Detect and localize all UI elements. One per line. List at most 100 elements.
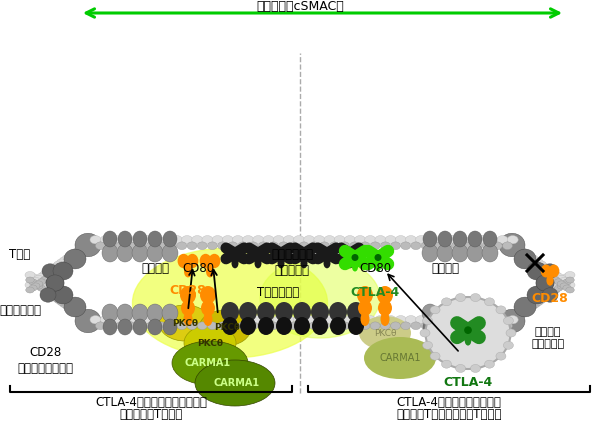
Ellipse shape xyxy=(248,322,258,330)
Ellipse shape xyxy=(53,262,73,280)
Ellipse shape xyxy=(46,291,54,297)
Ellipse shape xyxy=(472,322,482,330)
Ellipse shape xyxy=(511,248,520,254)
Ellipse shape xyxy=(539,290,549,297)
Ellipse shape xyxy=(103,231,117,247)
Ellipse shape xyxy=(31,283,40,289)
Ellipse shape xyxy=(560,281,569,287)
Ellipse shape xyxy=(48,288,58,295)
Ellipse shape xyxy=(65,300,75,307)
Ellipse shape xyxy=(45,267,55,274)
Ellipse shape xyxy=(90,236,101,244)
Ellipse shape xyxy=(329,242,340,249)
Ellipse shape xyxy=(508,312,518,319)
Ellipse shape xyxy=(519,249,529,256)
Ellipse shape xyxy=(187,254,199,268)
Text: PKCθ: PKCθ xyxy=(197,338,223,347)
Ellipse shape xyxy=(62,255,72,262)
Ellipse shape xyxy=(37,273,46,280)
Ellipse shape xyxy=(554,285,563,291)
Ellipse shape xyxy=(200,254,212,268)
Ellipse shape xyxy=(374,254,382,261)
Ellipse shape xyxy=(420,329,430,337)
Ellipse shape xyxy=(314,315,325,324)
Ellipse shape xyxy=(53,261,64,268)
Ellipse shape xyxy=(258,317,274,335)
Ellipse shape xyxy=(71,304,81,311)
Ellipse shape xyxy=(487,236,498,244)
Ellipse shape xyxy=(548,289,557,295)
Ellipse shape xyxy=(548,275,557,281)
Ellipse shape xyxy=(82,241,92,248)
Ellipse shape xyxy=(431,322,441,330)
Ellipse shape xyxy=(559,277,569,284)
Ellipse shape xyxy=(172,315,182,324)
Ellipse shape xyxy=(551,282,561,289)
Ellipse shape xyxy=(542,264,558,278)
Ellipse shape xyxy=(163,319,177,335)
Ellipse shape xyxy=(192,236,203,244)
Ellipse shape xyxy=(452,244,468,262)
Ellipse shape xyxy=(151,236,162,244)
Ellipse shape xyxy=(543,271,551,276)
Ellipse shape xyxy=(421,322,431,330)
Ellipse shape xyxy=(539,263,549,270)
Ellipse shape xyxy=(531,257,541,264)
Ellipse shape xyxy=(202,236,213,244)
Ellipse shape xyxy=(380,312,389,326)
Ellipse shape xyxy=(26,277,34,283)
Ellipse shape xyxy=(536,261,547,268)
Ellipse shape xyxy=(117,304,133,322)
Ellipse shape xyxy=(370,322,380,330)
Ellipse shape xyxy=(385,236,396,244)
Ellipse shape xyxy=(411,322,421,330)
Ellipse shape xyxy=(74,312,83,318)
Ellipse shape xyxy=(116,242,126,249)
Ellipse shape xyxy=(350,322,360,330)
Ellipse shape xyxy=(52,268,60,275)
Ellipse shape xyxy=(95,242,106,249)
Ellipse shape xyxy=(85,315,95,322)
Ellipse shape xyxy=(438,231,452,247)
Ellipse shape xyxy=(361,312,370,326)
Ellipse shape xyxy=(71,254,80,260)
Ellipse shape xyxy=(437,304,453,322)
Ellipse shape xyxy=(100,315,111,324)
Ellipse shape xyxy=(507,315,518,324)
Ellipse shape xyxy=(507,236,518,244)
Ellipse shape xyxy=(212,236,223,244)
Ellipse shape xyxy=(466,315,478,324)
Ellipse shape xyxy=(536,275,554,291)
Ellipse shape xyxy=(76,245,86,252)
Ellipse shape xyxy=(79,311,89,317)
Ellipse shape xyxy=(442,360,452,368)
Ellipse shape xyxy=(470,294,481,302)
Ellipse shape xyxy=(526,258,534,264)
Ellipse shape xyxy=(506,329,516,337)
Ellipse shape xyxy=(68,308,77,314)
Ellipse shape xyxy=(563,285,571,291)
Ellipse shape xyxy=(517,312,526,318)
Ellipse shape xyxy=(187,242,197,249)
Ellipse shape xyxy=(560,283,569,289)
Ellipse shape xyxy=(43,289,52,295)
Ellipse shape xyxy=(485,298,494,306)
Ellipse shape xyxy=(470,365,481,373)
Ellipse shape xyxy=(95,322,106,330)
Ellipse shape xyxy=(482,244,498,262)
Ellipse shape xyxy=(39,271,49,278)
Ellipse shape xyxy=(527,286,547,304)
Ellipse shape xyxy=(48,265,58,272)
Ellipse shape xyxy=(56,259,67,266)
Ellipse shape xyxy=(221,302,239,322)
Ellipse shape xyxy=(482,242,492,249)
Ellipse shape xyxy=(195,360,275,406)
Text: PKCθ: PKCθ xyxy=(374,329,396,338)
Ellipse shape xyxy=(442,298,452,306)
Ellipse shape xyxy=(344,236,355,244)
Ellipse shape xyxy=(42,269,52,276)
Ellipse shape xyxy=(110,315,121,324)
Ellipse shape xyxy=(253,315,264,324)
Text: CTLA-4: CTLA-4 xyxy=(443,377,493,389)
Ellipse shape xyxy=(68,302,78,309)
